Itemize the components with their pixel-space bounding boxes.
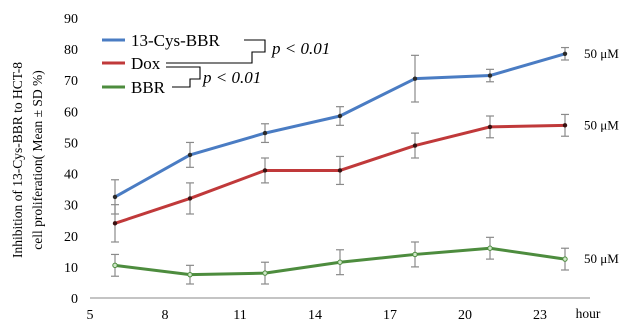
y-tick-label: 0 bbox=[71, 292, 78, 307]
data-point bbox=[187, 271, 193, 278]
series-layer: 50 μM 50 μM 50 μM bbox=[111, 46, 619, 285]
data-point bbox=[262, 168, 268, 173]
y-label-line: cell proliferation( Mean ± SD %) bbox=[30, 70, 45, 249]
y-tick-label: 80 bbox=[64, 43, 78, 58]
significance-bracket bbox=[166, 39, 266, 64]
x-axis-label: hour bbox=[576, 306, 601, 321]
y-tick-label: 20 bbox=[64, 230, 78, 245]
data-point bbox=[187, 152, 193, 158]
y-tick-label: 10 bbox=[64, 261, 78, 276]
data-point bbox=[412, 251, 418, 258]
y-tick-label: 70 bbox=[64, 74, 78, 89]
data-point bbox=[412, 143, 418, 148]
x-tick-label: 8 bbox=[162, 308, 169, 323]
data-point bbox=[562, 123, 568, 128]
x-tick-label: 20 bbox=[458, 308, 472, 323]
data-point bbox=[262, 270, 268, 276]
y-label-line: Inhibition of 13-Cys-BBR to HCT-8 bbox=[10, 62, 25, 258]
data-point bbox=[487, 73, 493, 78]
legend-label: BBR bbox=[131, 78, 166, 97]
significance-bracket bbox=[166, 66, 201, 88]
x-tick-label: 5 bbox=[87, 308, 94, 323]
x-tick-label: 11 bbox=[233, 308, 246, 323]
data-point bbox=[112, 221, 118, 226]
x-ticks: 5 8 11 14 17 20 23 hour bbox=[87, 306, 601, 323]
legend: 13-Cys-BBR Dox BBR p < 0.01 p < 0.01 bbox=[102, 31, 330, 97]
p-value-label: p < 0.01 bbox=[202, 68, 261, 87]
data-point bbox=[337, 113, 343, 119]
data-point bbox=[562, 51, 568, 56]
x-tick-label: 14 bbox=[308, 308, 322, 323]
data-point bbox=[487, 245, 493, 251]
y-tick-label: 60 bbox=[64, 105, 78, 120]
data-point bbox=[112, 194, 118, 200]
series-end-label: 50 μM bbox=[584, 46, 619, 61]
data-point bbox=[112, 262, 118, 269]
y-tick-label: 50 bbox=[64, 136, 78, 151]
legend-label: 13-Cys-BBR bbox=[131, 31, 220, 50]
data-point bbox=[337, 168, 343, 173]
series-bbr: 50 μM bbox=[111, 236, 619, 285]
y-tick-label: 30 bbox=[64, 199, 78, 214]
y-tick-label: 90 bbox=[64, 12, 78, 27]
series-13-cys-bbr: 50 μM bbox=[111, 46, 619, 215]
p-value-label: p < 0.01 bbox=[271, 39, 330, 58]
series-dox: 50 μM bbox=[111, 113, 619, 243]
data-point bbox=[262, 130, 268, 136]
y-tick-label: 40 bbox=[64, 168, 78, 183]
data-point bbox=[412, 76, 418, 81]
data-point bbox=[337, 259, 343, 265]
x-tick-label: 17 bbox=[383, 308, 397, 323]
x-tick-label: 23 bbox=[533, 308, 547, 323]
series-end-label: 50 μM bbox=[584, 117, 619, 132]
data-point bbox=[487, 124, 493, 130]
series-end-label: 50 μM bbox=[584, 251, 619, 266]
data-point bbox=[187, 196, 193, 201]
legend-label: Dox bbox=[131, 54, 161, 73]
y-ticks: 0 10 20 30 40 50 60 70 80 90 bbox=[64, 12, 78, 307]
y-axis-label: Inhibition of 13-Cys-BBR to HCT-8 cell pr… bbox=[10, 62, 45, 258]
data-point bbox=[562, 256, 568, 262]
